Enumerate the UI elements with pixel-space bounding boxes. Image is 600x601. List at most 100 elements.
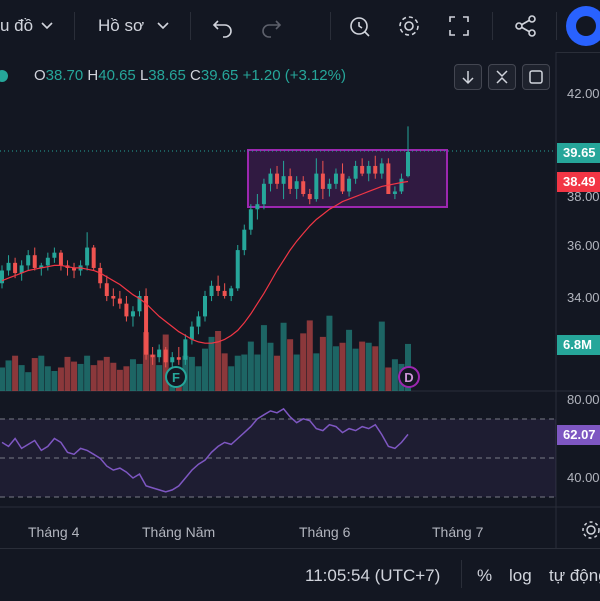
chevron-down-icon[interactable] — [40, 19, 54, 33]
volume-bar — [287, 339, 294, 391]
candle-body — [229, 288, 234, 296]
volume-bar — [0, 367, 5, 391]
gear-icon[interactable] — [396, 13, 422, 39]
bottom-bar — [0, 548, 600, 601]
volume-bar — [156, 365, 163, 391]
volume-bar — [208, 336, 215, 391]
candle-body — [144, 296, 149, 355]
legend-dot — [0, 70, 8, 82]
candle-body — [353, 165, 358, 179]
time-tick: Tháng Năm — [142, 524, 216, 540]
candle-body — [333, 173, 338, 184]
volume-bar — [300, 333, 307, 391]
profile-button[interactable]: Hồ sơ — [98, 16, 145, 35]
maximize-pane-button[interactable] — [522, 64, 550, 90]
volume-bar — [234, 355, 241, 391]
candle-body — [98, 267, 103, 284]
rsi-tick: 40.00 — [567, 470, 600, 485]
candle-body — [288, 176, 293, 189]
volume-bar — [247, 341, 254, 391]
undo-icon[interactable] — [210, 13, 236, 39]
volume-bar — [241, 354, 248, 391]
auto-scale-button[interactable]: tự động — [549, 566, 600, 585]
volume-bar — [228, 366, 235, 391]
price-chart[interactable] — [0, 0, 600, 548]
volume-bar — [274, 355, 281, 391]
candle-body — [203, 296, 207, 317]
toolbar-divider — [190, 12, 191, 40]
candle-body — [19, 265, 24, 274]
earnings-marker-f[interactable]: F — [165, 366, 187, 388]
high-value: 40.65 — [98, 67, 136, 84]
volume-bar — [372, 346, 379, 391]
collapse-button[interactable] — [488, 64, 516, 90]
candle-body — [255, 204, 260, 210]
candle-body — [26, 255, 31, 266]
volume-bar — [346, 329, 353, 391]
volume-bar — [136, 363, 143, 391]
candle-body — [85, 247, 90, 266]
toolbar-divider — [492, 12, 493, 40]
candle-body — [268, 173, 273, 184]
low-value: 38.65 — [148, 67, 186, 84]
clock-time[interactable]: 11:05:54 (UTC+7) — [305, 566, 441, 585]
scroll-down-button[interactable] — [454, 64, 482, 90]
candle-body — [347, 178, 352, 192]
candle-body — [248, 209, 253, 230]
redo-icon[interactable] — [258, 13, 284, 39]
price-tick: 34.00 — [567, 290, 600, 305]
volume-bar — [326, 315, 333, 391]
candle-body — [294, 181, 299, 189]
share-icon[interactable] — [513, 13, 539, 39]
log-scale-button[interactable]: log — [509, 566, 532, 585]
candle-body — [32, 255, 37, 268]
candle-body — [6, 262, 11, 271]
candle-body — [183, 339, 188, 360]
candle-body — [392, 191, 397, 194]
volume-bar — [313, 353, 320, 391]
candle-body — [261, 183, 266, 205]
candle-body — [399, 178, 404, 192]
candle-body — [72, 267, 77, 271]
alert-icon[interactable] — [347, 13, 373, 39]
candle-body — [222, 290, 227, 296]
candle-body — [242, 229, 247, 251]
dividend-marker-d[interactable]: D — [398, 366, 420, 388]
candles — [0, 126, 410, 373]
candle-body — [340, 173, 345, 192]
moving-average-line — [1, 180, 409, 344]
candle-body — [150, 354, 155, 358]
settings-icon[interactable] — [580, 519, 600, 541]
volume-bar — [31, 358, 38, 391]
rsi-tick: 80.00 — [567, 392, 600, 407]
account-avatar[interactable] — [566, 6, 600, 46]
candle-body — [130, 311, 135, 317]
candle-body — [307, 194, 312, 200]
candle-body — [91, 247, 96, 268]
volume-bar — [12, 355, 19, 391]
percent-scale-button[interactable]: % — [477, 566, 493, 585]
chart-type-button[interactable]: u đồ — [0, 16, 34, 35]
last-price-tag: 39.65 — [557, 143, 600, 163]
candle-body — [163, 349, 168, 363]
volume-bar — [332, 346, 339, 391]
price-tick: 36.00 — [567, 238, 600, 253]
volume-bar — [64, 356, 71, 391]
volume-bar — [221, 353, 228, 391]
volume-bar — [195, 366, 202, 391]
time-tick: Tháng 4 — [28, 524, 80, 540]
volume-bar — [25, 372, 32, 391]
candle-body — [124, 303, 129, 317]
volume-bar — [352, 348, 359, 391]
candle-body — [373, 165, 378, 174]
candle-body — [366, 165, 371, 174]
volume-bar — [260, 325, 267, 391]
volume-bar — [267, 342, 274, 391]
volume-bar — [110, 362, 117, 391]
volume-bar — [385, 367, 392, 391]
chevron-down-icon[interactable] — [156, 19, 170, 33]
volume-bar — [97, 360, 104, 391]
candle-body — [301, 181, 306, 194]
fullscreen-icon[interactable] — [446, 13, 472, 39]
candle-body — [52, 252, 57, 258]
